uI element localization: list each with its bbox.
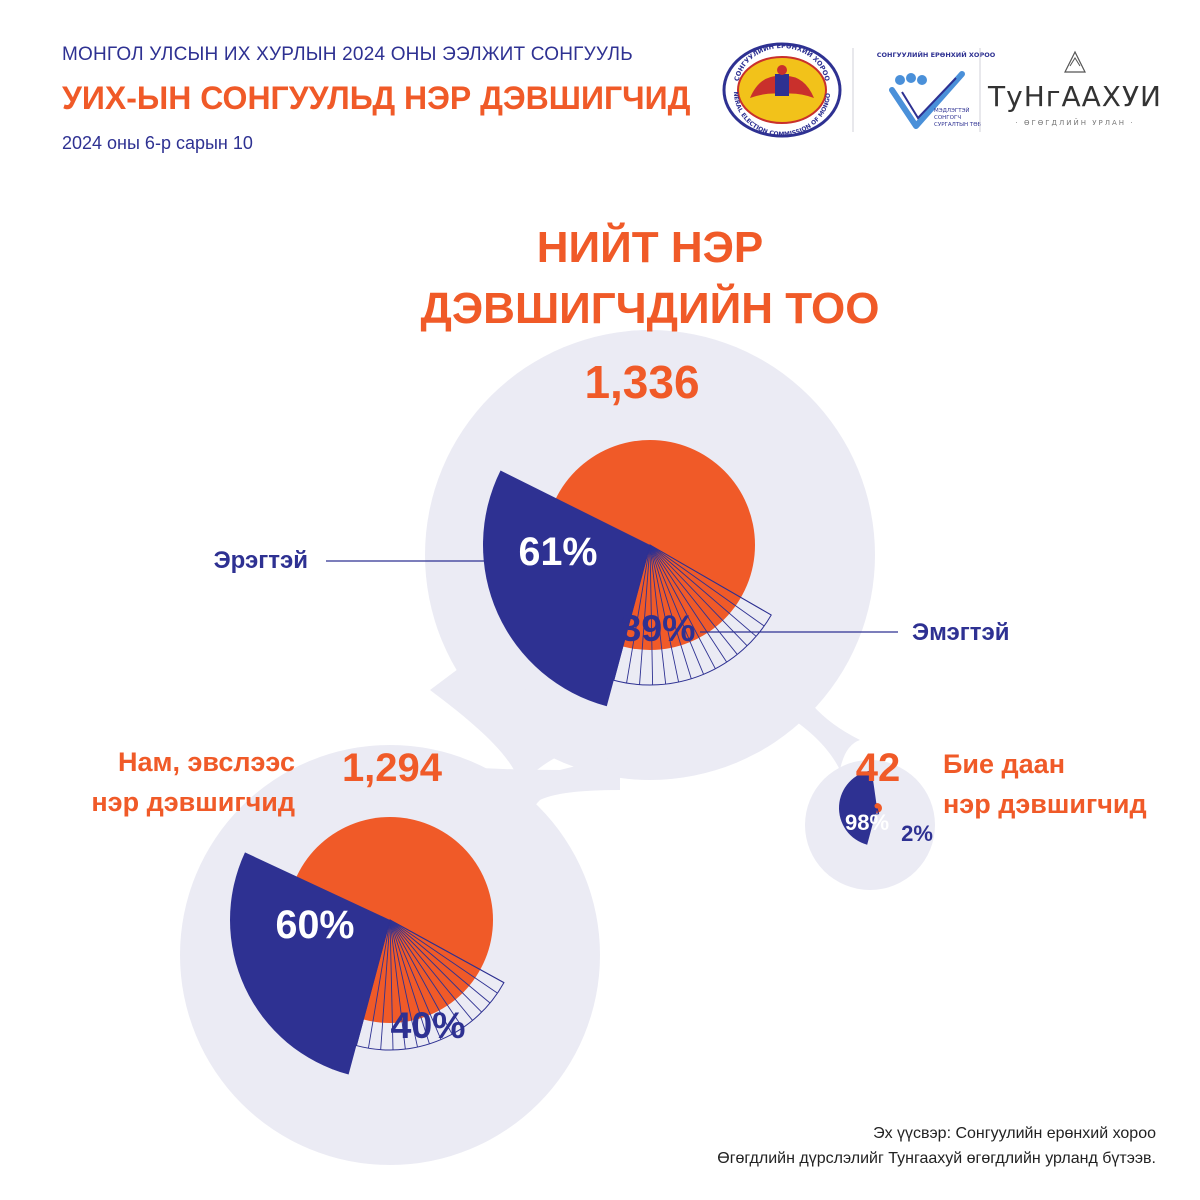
blob-bridge-right	[760, 660, 860, 770]
source-line-2: Өгөгдлийн дүрслэлийг Тунгаахуй өгөгдлийн…	[717, 1150, 1156, 1167]
pie-label-male: 60%	[276, 903, 355, 947]
tungaakhui-tagline: · ӨГӨГДЛИЙН УРЛАН ·	[1016, 118, 1135, 127]
total-title-line2: ДЭВШИГЧДИЙН ТОО	[421, 282, 880, 333]
total-count: 1,336	[584, 356, 699, 408]
pie-slice-male	[483, 470, 650, 707]
header-date: 2024 оны 6-р сарын 10	[62, 133, 253, 153]
independent-title-line2: нэр дэвшигчид	[943, 789, 1147, 819]
pie-slice-female-hatch	[613, 544, 772, 685]
voter-edu-sub3: СУРГАЛТЫН ТӨВ	[934, 122, 982, 128]
pie-slice-male	[838, 770, 877, 845]
parties-count: 1,294	[342, 746, 443, 790]
label-female: Эмэгтэй	[912, 619, 1010, 646]
parties-title-line1: Нам, эвслээс	[118, 747, 295, 777]
voter-edu-sub2: СОНГОГЧ	[934, 115, 961, 121]
pie-slice-female-hatch	[876, 807, 880, 814]
blob-bridge-left	[430, 660, 610, 790]
header-title: УИХ-ЫН СОНГУУЛЬД НЭР ДЭВШИГЧИД	[62, 80, 691, 116]
voter-edu-sub1: МЭДЛЭГТЭЙ	[934, 107, 970, 114]
tungaakhui-logo: ТуНгААХУИ · ӨГӨГДЛИЙН УРЛАН ·	[987, 50, 1162, 127]
pie-label-male: 61%	[519, 530, 598, 574]
independent-count: 42	[856, 746, 901, 790]
label-male: Эрэгтэй	[214, 547, 308, 574]
pie-chart-1: 61% 39%	[483, 440, 772, 707]
voter-edu-title: СОНГУУЛИЙН ЕРӨНХИЙ ХОРОО	[877, 50, 996, 59]
logo-bar: СОНГУУЛИЙН ЕРӨНХИЙ ХОРОО GENERAL ELECTIO…	[720, 40, 1162, 138]
blob-bridge-left-2	[380, 755, 620, 830]
independent-title-line1: Бие даан	[943, 749, 1065, 779]
parties-title-line2: нэр дэвшигчид	[91, 787, 295, 817]
pie-label-female: 40%	[390, 1004, 465, 1046]
tungaakhui-wordmark: ТуНгААХУИ	[987, 80, 1162, 113]
pie-slice-female-hatch	[355, 919, 505, 1050]
total-title-line1: НИЙТ НЭР	[537, 221, 764, 272]
header-supertitle: МОНГОЛ УЛСЫН ИХ ХУРЛЫН 2024 ОНЫ ЭЭЛЖИТ С…	[62, 44, 633, 65]
pie-label-female: 2%	[901, 821, 933, 846]
pie-chart-2: 60% 40%	[229, 817, 505, 1075]
source-note: Эх үүсвэр: Сонгуулийн ерөнхий хороо Өгөг…	[717, 1121, 1156, 1171]
pie-label-female: 39%	[620, 607, 695, 649]
pie-slice-female-dot	[874, 803, 880, 809]
voter-education-logo: СОНГУУЛИЙН ЕРӨНХИЙ ХОРОО МЭДЛЭГТЭЙ СОНГО…	[877, 50, 996, 129]
source-line-1: Эх үүсвэр: Сонгуулийн ерөнхий хороо	[873, 1125, 1156, 1142]
pie-slice-male	[229, 852, 390, 1075]
pie-chart-3: 98% 2%	[838, 770, 933, 846]
pie-label-male: 98%	[845, 810, 890, 835]
